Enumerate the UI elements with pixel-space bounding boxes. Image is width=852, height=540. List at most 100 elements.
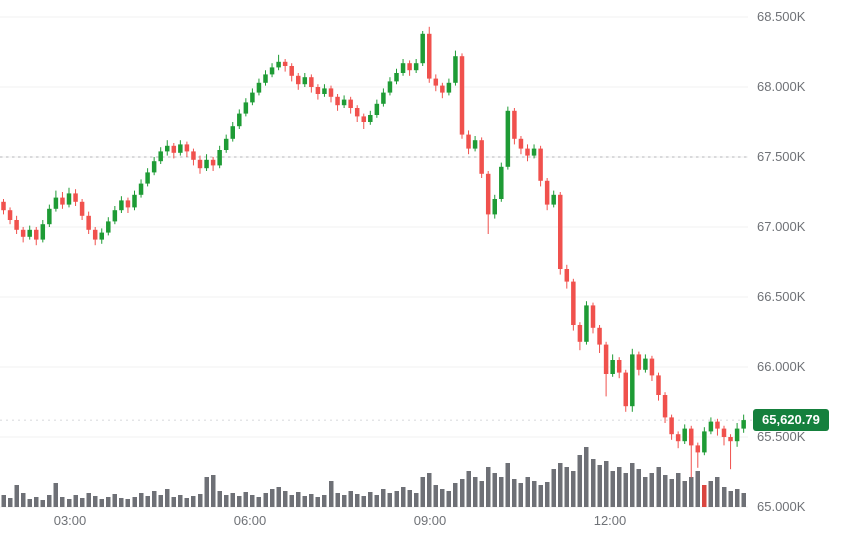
volume-bar[interactable]	[328, 481, 334, 507]
volume-bar[interactable]	[276, 487, 281, 507]
volume-bar[interactable]	[217, 491, 222, 507]
candle-body[interactable]	[289, 66, 294, 76]
volume-bar[interactable]	[282, 491, 288, 507]
candle-body[interactable]	[715, 421, 720, 429]
candle-body[interactable]	[27, 229, 32, 237]
candle-body[interactable]	[328, 88, 334, 97]
volume-bar[interactable]	[643, 477, 648, 507]
volume-bar[interactable]	[616, 467, 622, 507]
volume-bar[interactable]	[47, 495, 52, 507]
volume-bar[interactable]	[466, 471, 471, 507]
candle-body[interactable]	[302, 77, 308, 85]
candle-body[interactable]	[485, 173, 491, 215]
candle-body[interactable]	[119, 200, 124, 211]
candle-body[interactable]	[400, 63, 406, 73]
candle-body[interactable]	[695, 445, 701, 453]
candle-body[interactable]	[413, 63, 419, 71]
candle-body[interactable]	[14, 220, 19, 230]
candle-body[interactable]	[446, 82, 452, 93]
volume-bar[interactable]	[20, 493, 26, 507]
candle-body[interactable]	[171, 145, 177, 153]
candle-body[interactable]	[73, 193, 78, 202]
candle-body[interactable]	[728, 437, 733, 442]
candle-body[interactable]	[361, 116, 367, 122]
volume-bar[interactable]	[230, 493, 236, 507]
candle-body[interactable]	[276, 61, 281, 68]
candle-body[interactable]	[125, 200, 131, 208]
volume-bar[interactable]	[571, 471, 576, 507]
candle-body[interactable]	[538, 148, 543, 181]
candle-body[interactable]	[66, 193, 72, 205]
volume-bar[interactable]	[505, 463, 511, 507]
volume-bar[interactable]	[518, 483, 524, 507]
volume-bar[interactable]	[256, 497, 262, 507]
volume-bar[interactable]	[577, 455, 583, 507]
volume-bar[interactable]	[656, 467, 661, 507]
volume-bar[interactable]	[669, 479, 674, 507]
volume-bar[interactable]	[702, 485, 707, 507]
volume-bar[interactable]	[649, 473, 655, 507]
volume-bar[interactable]	[551, 469, 556, 507]
volume-bar[interactable]	[682, 481, 687, 507]
candle-body[interactable]	[20, 229, 26, 237]
volume-bar[interactable]	[14, 485, 19, 507]
candle-body[interactable]	[584, 305, 589, 342]
volume-bar[interactable]	[250, 495, 255, 507]
volume-bar[interactable]	[544, 482, 550, 507]
volume-bar[interactable]	[191, 496, 196, 507]
volume-bar[interactable]	[440, 489, 445, 507]
candle-body[interactable]	[99, 232, 105, 240]
volume-bar[interactable]	[564, 467, 570, 507]
candle-body[interactable]	[734, 428, 740, 442]
candle-body[interactable]	[341, 99, 347, 106]
candle-body[interactable]	[315, 87, 321, 94]
candle-body[interactable]	[210, 159, 216, 166]
candle-body[interactable]	[132, 194, 137, 208]
volume-bar[interactable]	[263, 493, 268, 507]
volume-bar[interactable]	[92, 496, 98, 507]
volume-bar[interactable]	[734, 489, 740, 507]
volume-bar[interactable]	[315, 497, 321, 507]
volume-bar[interactable]	[407, 490, 412, 507]
candle-body[interactable]	[322, 88, 327, 94]
candle-body[interactable]	[669, 417, 674, 435]
volume-bar[interactable]	[112, 494, 118, 507]
candle-body[interactable]	[223, 138, 229, 150]
candle-body[interactable]	[368, 115, 373, 122]
candle-body[interactable]	[178, 144, 183, 153]
volume-bar[interactable]	[597, 465, 602, 507]
volume-bar[interactable]	[689, 477, 694, 507]
volume-bar[interactable]	[204, 477, 209, 507]
volume-bar[interactable]	[354, 494, 360, 507]
candle-body[interactable]	[656, 375, 661, 395]
candle-body[interactable]	[40, 224, 46, 240]
volume-bar[interactable]	[525, 477, 530, 507]
volume-bar[interactable]	[237, 496, 242, 507]
candle-body[interactable]	[492, 199, 498, 215]
volume-bar[interactable]	[381, 489, 386, 507]
volume-bar[interactable]	[106, 497, 111, 507]
volume-bar[interactable]	[34, 497, 39, 507]
candle-body[interactable]	[544, 180, 550, 205]
volume-bar[interactable]	[623, 473, 629, 507]
candle-body[interactable]	[649, 358, 655, 376]
volume-bar[interactable]	[630, 463, 635, 507]
volume-bar[interactable]	[302, 496, 308, 507]
candle-body[interactable]	[525, 148, 530, 156]
candle-body[interactable]	[79, 201, 85, 216]
volume-bar[interactable]	[420, 477, 425, 507]
volume-bar[interactable]	[374, 495, 380, 507]
candle-body[interactable]	[269, 67, 275, 75]
candle-body[interactable]	[151, 161, 157, 173]
candle-body[interactable]	[558, 194, 563, 269]
volume-bar[interactable]	[459, 479, 465, 507]
volume-bar[interactable]	[178, 495, 183, 507]
candle-body[interactable]	[381, 92, 386, 104]
volume-bar[interactable]	[368, 492, 373, 507]
candle-body[interactable]	[571, 281, 576, 325]
candle-body[interactable]	[256, 82, 262, 93]
candle-body[interactable]	[354, 108, 360, 117]
volume-bar[interactable]	[485, 467, 491, 507]
volume-bar[interactable]	[296, 492, 301, 507]
volume-bar[interactable]	[322, 495, 327, 507]
